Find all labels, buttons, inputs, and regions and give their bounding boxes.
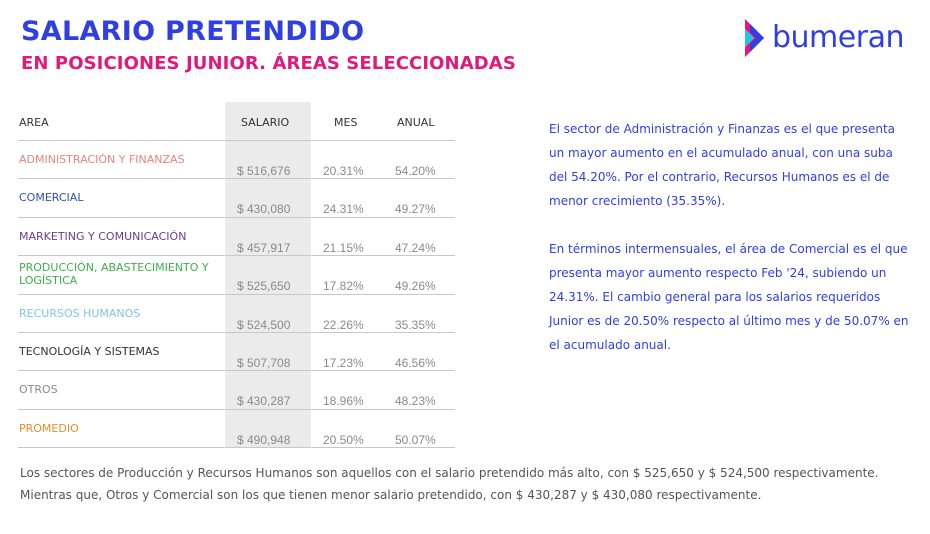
mes-value: 21.15% <box>323 240 364 255</box>
table-row: MARKETING Y COMUNICACIÓN $ 457,917 21.15… <box>18 218 455 257</box>
analysis-paragraph-monthly: En términos intermensuales, el área de C… <box>549 242 909 352</box>
column-header-salario: SALARIO <box>241 116 290 129</box>
anual-value: 35.35% <box>395 317 436 332</box>
footer-notes: Los sectores de Producción y Recursos Hu… <box>20 462 920 506</box>
mes-value: 24.31% <box>323 202 364 217</box>
salario-value: $ 430,080 <box>237 202 291 217</box>
area-name: COMERCIAL <box>19 191 84 205</box>
area-name: PRODUCCIÓN, ABASTECIMIENTO Y LOGÍSTICA <box>19 261 209 288</box>
mes-value: 20.31% <box>323 164 364 178</box>
table-row: OTROS $ 430,287 18.96% 48.23% <box>18 371 455 410</box>
footer-line: Los sectores de Producción y Recursos Hu… <box>20 466 879 480</box>
anual-value: 48.23% <box>395 394 436 409</box>
salario-value: $ 430,287 <box>237 394 291 409</box>
salario-value: $ 490,948 <box>237 432 291 447</box>
area-name: TECNOLOGÍA Y SISTEMAS <box>19 344 160 358</box>
table-header: AREA SALARIO MES ANUAL <box>18 102 455 141</box>
column-header-area: AREA <box>19 116 49 129</box>
mes-value: 22.26% <box>323 317 364 332</box>
area-name: PROMEDIO <box>19 421 79 435</box>
mes-value: 17.82% <box>323 279 364 294</box>
area-name: RECURSOS HUMANOS <box>19 306 141 320</box>
column-header-anual: ANUAL <box>397 116 435 129</box>
table-row: ADMINISTRACIÓN Y FINANZAS $ 516,676 20.3… <box>18 141 455 180</box>
area-name: ADMINISTRACIÓN Y FINANZAS <box>19 153 185 166</box>
table-row: PRODUCCIÓN, ABASTECIMIENTO Y LOGÍSTICA $… <box>18 256 455 295</box>
area-name: MARKETING Y COMUNICACIÓN <box>19 229 187 243</box>
salario-value: $ 525,650 <box>237 279 291 294</box>
page-title: SALARIO PRETENDIDO <box>21 16 365 47</box>
bumeran-logo: bumeran <box>742 18 922 62</box>
mes-value: 18.96% <box>323 394 364 409</box>
logo-text: bumeran <box>772 20 904 55</box>
footer-line: Mientras que, Otros y Comercial son los … <box>20 488 762 502</box>
anual-value: 50.07% <box>395 432 436 447</box>
column-header-mes: MES <box>334 116 358 129</box>
page-subtitle: EN POSICIONES JUNIOR. ÁREAS SELECCIONADA… <box>21 53 516 74</box>
anual-value: 49.27% <box>395 202 436 217</box>
salary-column-highlight <box>225 102 311 448</box>
salary-table: AREA SALARIO MES ANUAL ADMINISTRACIÓN Y … <box>18 102 455 449</box>
salario-value: $ 516,676 <box>237 164 291 178</box>
table-row-average: PROMEDIO $ 490,948 20.50% 50.07% <box>18 410 455 449</box>
table-row: TECNOLOGÍA Y SISTEMAS $ 507,708 17.23% 4… <box>18 333 455 372</box>
salario-value: $ 457,917 <box>237 240 291 255</box>
table-row: RECURSOS HUMANOS $ 524,500 22.26% 35.35% <box>18 295 455 333</box>
mes-value: 17.23% <box>323 355 364 370</box>
anual-value: 49.26% <box>395 279 436 294</box>
salario-value: $ 524,500 <box>237 317 291 332</box>
bumeran-chevron-icon <box>745 19 764 57</box>
table-row: COMERCIAL $ 430,080 24.31% 49.27% <box>18 179 455 218</box>
mes-value: 20.50% <box>323 432 364 447</box>
anual-value: 46.56% <box>395 355 436 370</box>
analysis-paragraph-annual: El sector de Administración y Finanzas e… <box>549 122 896 208</box>
anual-value: 54.20% <box>395 164 436 178</box>
anual-value: 47.24% <box>395 240 436 255</box>
area-name: OTROS <box>19 383 58 397</box>
salario-value: $ 507,708 <box>237 355 291 370</box>
